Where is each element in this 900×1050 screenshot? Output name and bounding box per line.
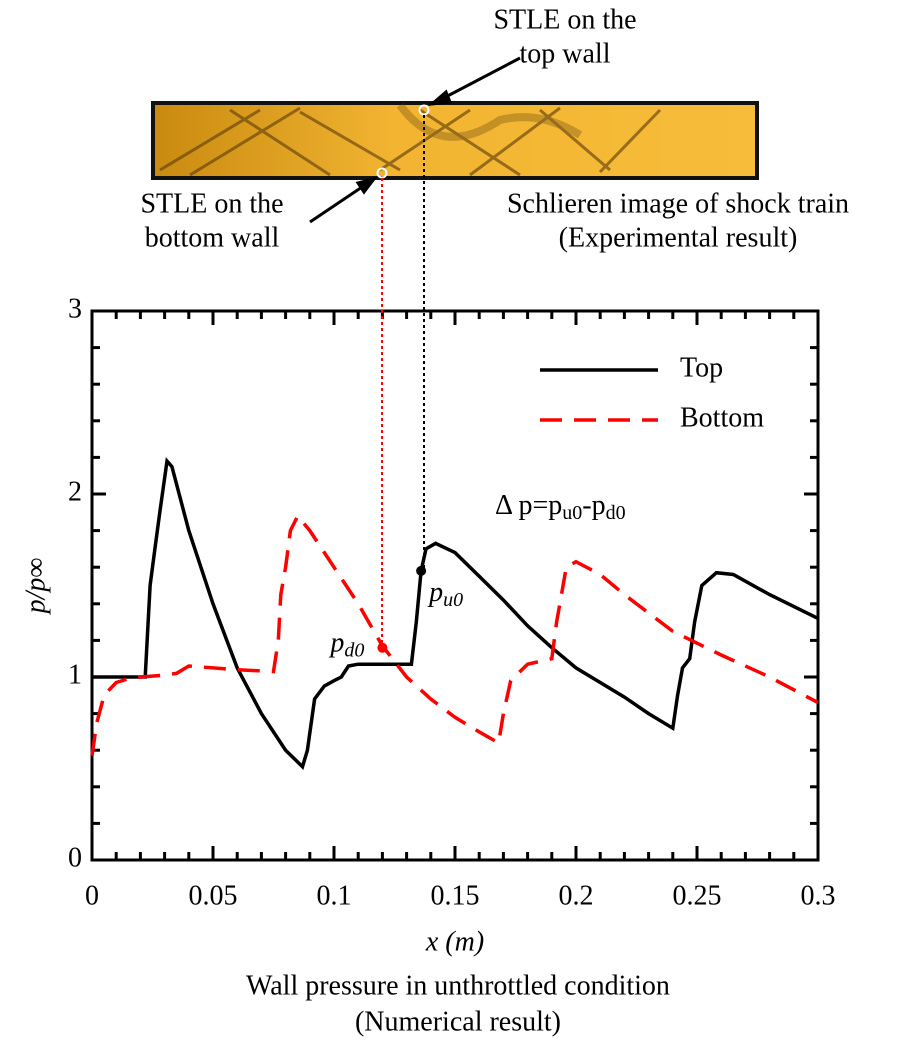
label-part: u0	[562, 502, 582, 524]
series-line	[90, 512, 819, 756]
label-part: d0	[606, 502, 626, 524]
note: (Experimental result)	[559, 222, 798, 253]
point	[377, 642, 388, 653]
y-tick-label: 0	[68, 842, 82, 873]
x-tick-label: 0.3	[801, 880, 836, 911]
label-part: d0	[344, 639, 364, 661]
y-axis-label: p/p∞	[20, 558, 51, 616]
point	[416, 565, 427, 576]
schlieren-image	[151, 101, 759, 180]
x-tick-label: 0.15	[431, 880, 480, 911]
legend-label: Bottom	[680, 402, 764, 433]
point-label: pu0	[427, 577, 463, 610]
label-part: u0	[443, 588, 463, 610]
note: STLE on the	[140, 188, 283, 219]
chart-title: (Numerical result)	[355, 1006, 561, 1037]
y-tick-label: 1	[68, 659, 82, 690]
x-tick-label: 0.25	[673, 880, 722, 911]
note: Schlieren image of shock train	[507, 188, 849, 219]
label-part: p	[328, 628, 344, 659]
x-axis-label: x (m)	[425, 926, 484, 957]
x-tick-label: 0	[85, 880, 99, 911]
delta-label: Δ p=pu0-pd0	[495, 490, 626, 523]
legend-label: Top	[680, 352, 723, 383]
chart-title: Wall pressure in unthrottled condition	[246, 970, 670, 1001]
note: STLE on the	[493, 4, 636, 35]
x-tick-label: 0.05	[189, 880, 238, 911]
plot-frame	[90, 309, 820, 862]
label-part: p	[427, 577, 443, 608]
label-part: -p	[582, 490, 605, 521]
label-part: Δ p=p	[495, 490, 562, 521]
top-marker	[418, 104, 430, 116]
y-tick-label: 3	[68, 293, 82, 324]
point-label: pd0	[328, 628, 364, 661]
series-line	[92, 457, 819, 770]
x-tick-label: 0.2	[559, 880, 594, 911]
bottom-marker	[376, 167, 388, 179]
note: bottom wall	[145, 222, 280, 253]
y-tick-label: 2	[68, 476, 82, 507]
arrows	[309, 56, 521, 224]
x-tick-label: 0.1	[317, 880, 352, 911]
note: top wall	[520, 38, 611, 69]
